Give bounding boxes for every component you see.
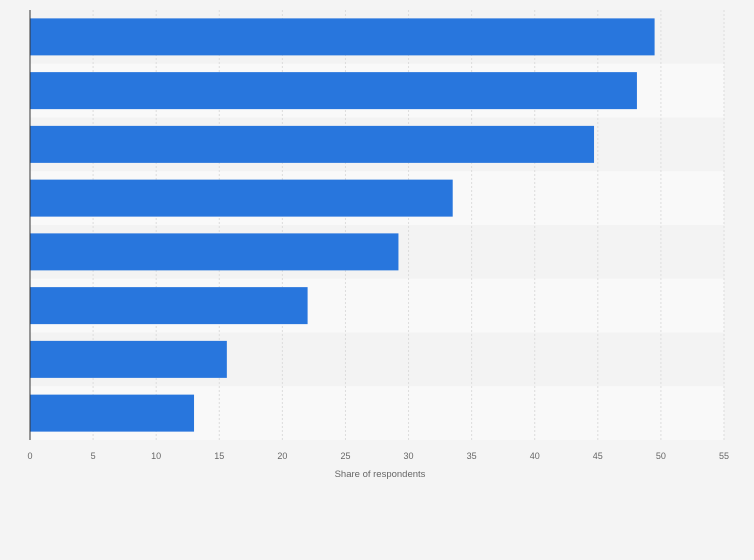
x-tick-label: 5 <box>91 451 96 461</box>
bar[interactable] <box>30 18 655 56</box>
bar[interactable] <box>30 125 595 163</box>
x-tick-label: 30 <box>404 451 414 461</box>
x-tick-label: 40 <box>530 451 540 461</box>
bar[interactable] <box>30 233 399 271</box>
x-tick-label: 15 <box>214 451 224 461</box>
bars <box>30 18 655 432</box>
bar[interactable] <box>30 72 637 110</box>
bar[interactable] <box>30 394 195 432</box>
x-tick-label: 55 <box>719 451 729 461</box>
x-tick-labels: 0 5 10 15 20 25 30 35 40 45 50 55 <box>27 451 729 461</box>
x-tick-label: 10 <box>151 451 161 461</box>
x-axis-title: Share of respondents <box>335 469 426 480</box>
x-tick-label: 50 <box>656 451 666 461</box>
x-tick-label: 45 <box>593 451 603 461</box>
x-tick-label: 0 <box>27 451 32 461</box>
x-tick-label: 25 <box>340 451 350 461</box>
x-tick-label: 20 <box>277 451 287 461</box>
bar[interactable] <box>30 287 308 325</box>
bar[interactable] <box>30 340 227 378</box>
x-tick-label: 35 <box>467 451 477 461</box>
bar[interactable] <box>30 179 453 217</box>
